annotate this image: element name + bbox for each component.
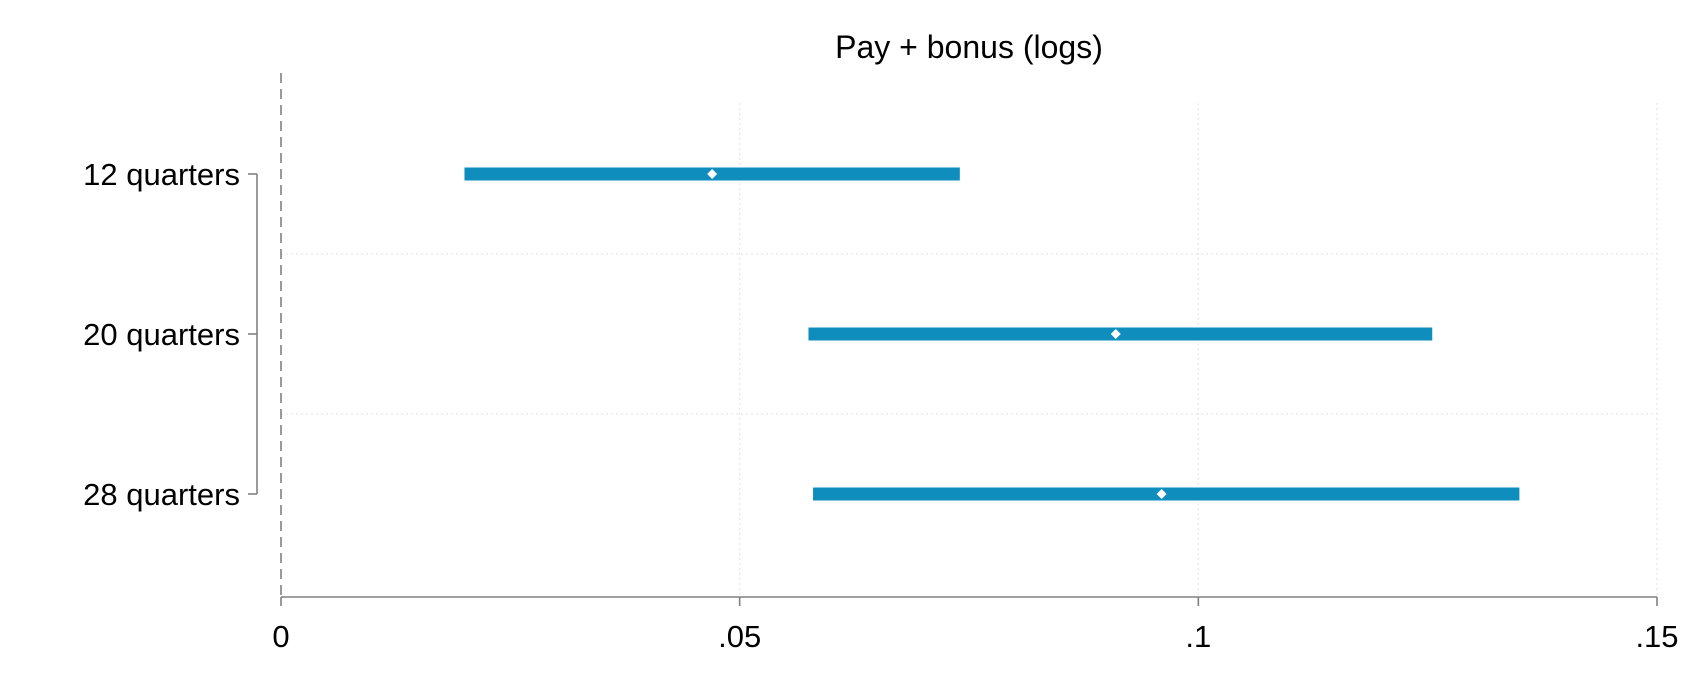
x-tick-label: 0 (272, 619, 289, 654)
x-tick-label: .05 (718, 619, 761, 654)
chart-title: Pay + bonus (logs) (835, 29, 1103, 65)
y-tick-label: 28 quarters (83, 477, 240, 512)
y-tick-label: 20 quarters (83, 317, 240, 352)
marks-layer (464, 167, 1520, 501)
point-estimate-marker (1110, 329, 1121, 339)
y-tick-label: 12 quarters (83, 157, 240, 192)
point-estimate-marker (707, 169, 718, 179)
axis-layer: 0 .05 .1 .15 12 quarters 20 quarters 28 quarte… (83, 73, 1679, 654)
point-estimate-marker (1156, 489, 1167, 499)
x-tick-label: .15 (1635, 619, 1678, 654)
grid-layer (281, 103, 1658, 597)
x-tick-label: .1 (1185, 619, 1211, 654)
